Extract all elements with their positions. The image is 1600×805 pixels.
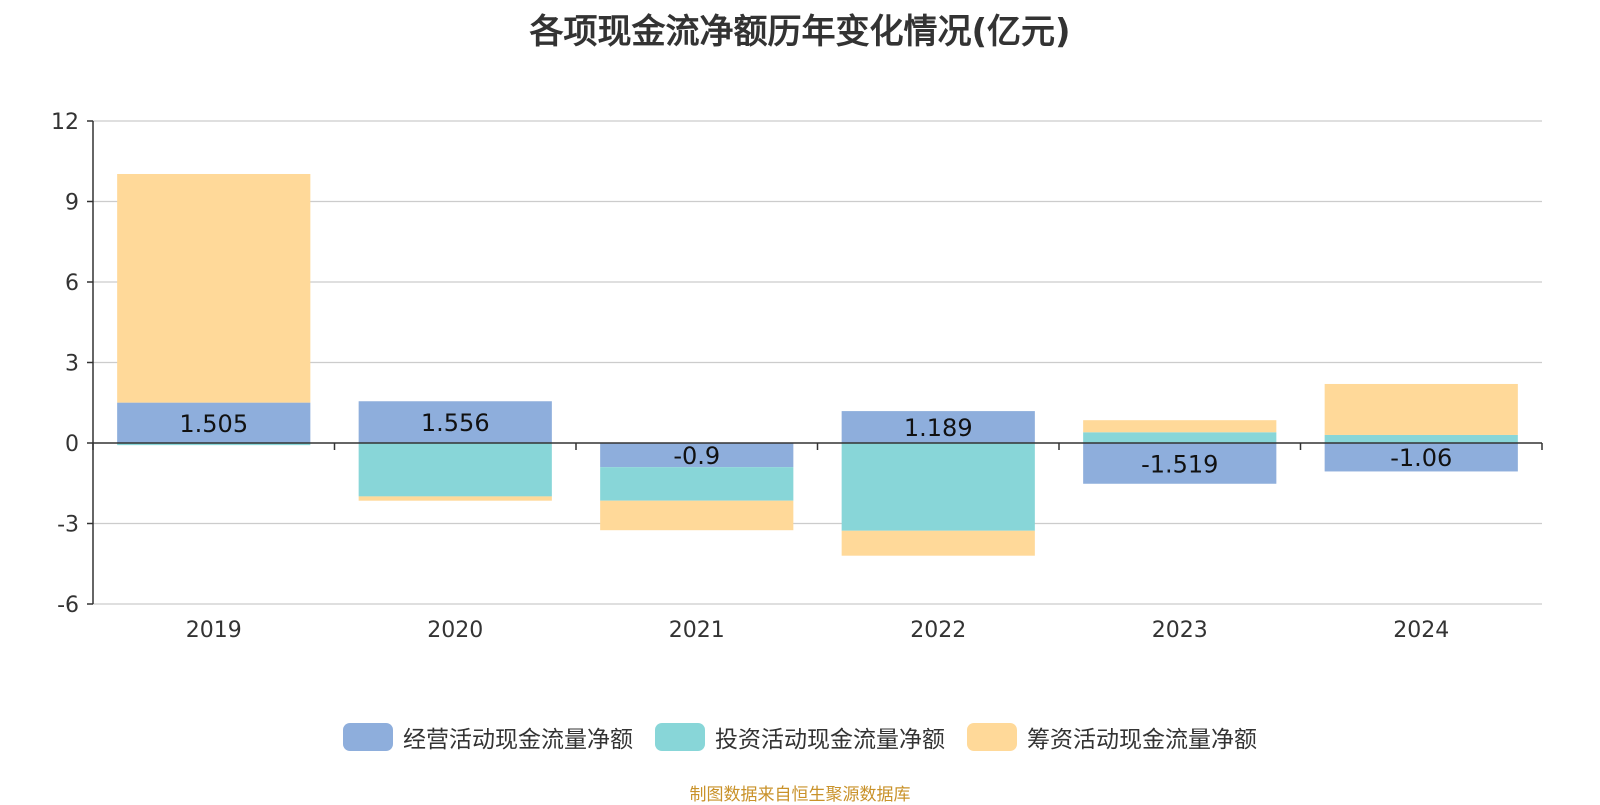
source-note: 制图数据来自恒生聚源数据库	[689, 785, 911, 805]
data-label-2021: -0.9	[673, 442, 720, 470]
bar-investing-2019	[117, 443, 311, 446]
x-tick-label: 2023	[1152, 618, 1208, 643]
y-tick-label: 12	[51, 110, 79, 135]
legend-swatch-operating	[343, 723, 393, 751]
y-tick-label: 0	[65, 432, 79, 457]
chart-title: 各项现金流净额历年变化情况(亿元)	[529, 12, 1071, 52]
y-tick-label: 3	[65, 352, 79, 377]
bar-operating-2021	[600, 443, 794, 468]
bar-investing-2021	[600, 467, 794, 501]
bar-investing-2023	[1083, 432, 1277, 443]
data-label-2019: 1.505	[179, 410, 248, 438]
bar-financing-2021	[600, 500, 794, 531]
bar-financing-2023	[1083, 420, 1277, 433]
bar-financing-2024	[1324, 383, 1518, 435]
legend-label-operating: 经营活动现金流量净额	[403, 727, 633, 753]
y-tick-label: 6	[65, 271, 79, 296]
y-tick-label: -6	[57, 593, 79, 618]
legend-item-financing[interactable]: 筹资活动现金流量净额	[967, 720, 1257, 754]
bar-operating-2022	[841, 411, 1035, 443]
legend-item-operating[interactable]: 经营活动现金流量净额	[343, 720, 633, 754]
y-tick-label: 9	[65, 191, 79, 216]
legend-label-financing: 筹资活动现金流量净额	[1027, 727, 1257, 753]
bar-investing-2020	[358, 443, 552, 497]
data-label-2024: -1.06	[1390, 444, 1452, 472]
bar-financing-2019	[117, 173, 311, 403]
bar-financing-2022	[841, 530, 1035, 556]
x-tick-label: 2020	[427, 618, 483, 643]
bar-operating-2024	[1324, 443, 1518, 472]
x-tick-label: 2022	[910, 618, 966, 643]
legend: 经营活动现金流量净额 投资活动现金流量净额 筹资活动现金流量净额	[0, 720, 1600, 754]
bar-operating-2020	[358, 401, 552, 443]
x-tick-label: 2024	[1393, 618, 1449, 643]
bar-operating-2023	[1083, 443, 1277, 484]
y-tick-label: -3	[57, 513, 79, 538]
legend-label-investing: 投资活动现金流量净额	[715, 727, 945, 753]
data-label-2022: 1.189	[904, 414, 973, 442]
x-tick-label: 2019	[186, 618, 242, 643]
data-label-2023: -1.519	[1141, 450, 1218, 478]
legend-item-investing[interactable]: 投资活动现金流量净额	[655, 720, 945, 754]
x-tick-label: 2021	[669, 618, 725, 643]
bar-investing-2022	[841, 443, 1035, 531]
bar-investing-2024	[1324, 434, 1518, 443]
bar-operating-2019	[117, 402, 311, 443]
legend-swatch-investing	[655, 723, 705, 751]
bar-financing-2020	[358, 496, 552, 501]
legend-swatch-financing	[967, 723, 1017, 751]
data-label-2020: 1.556	[421, 409, 490, 437]
